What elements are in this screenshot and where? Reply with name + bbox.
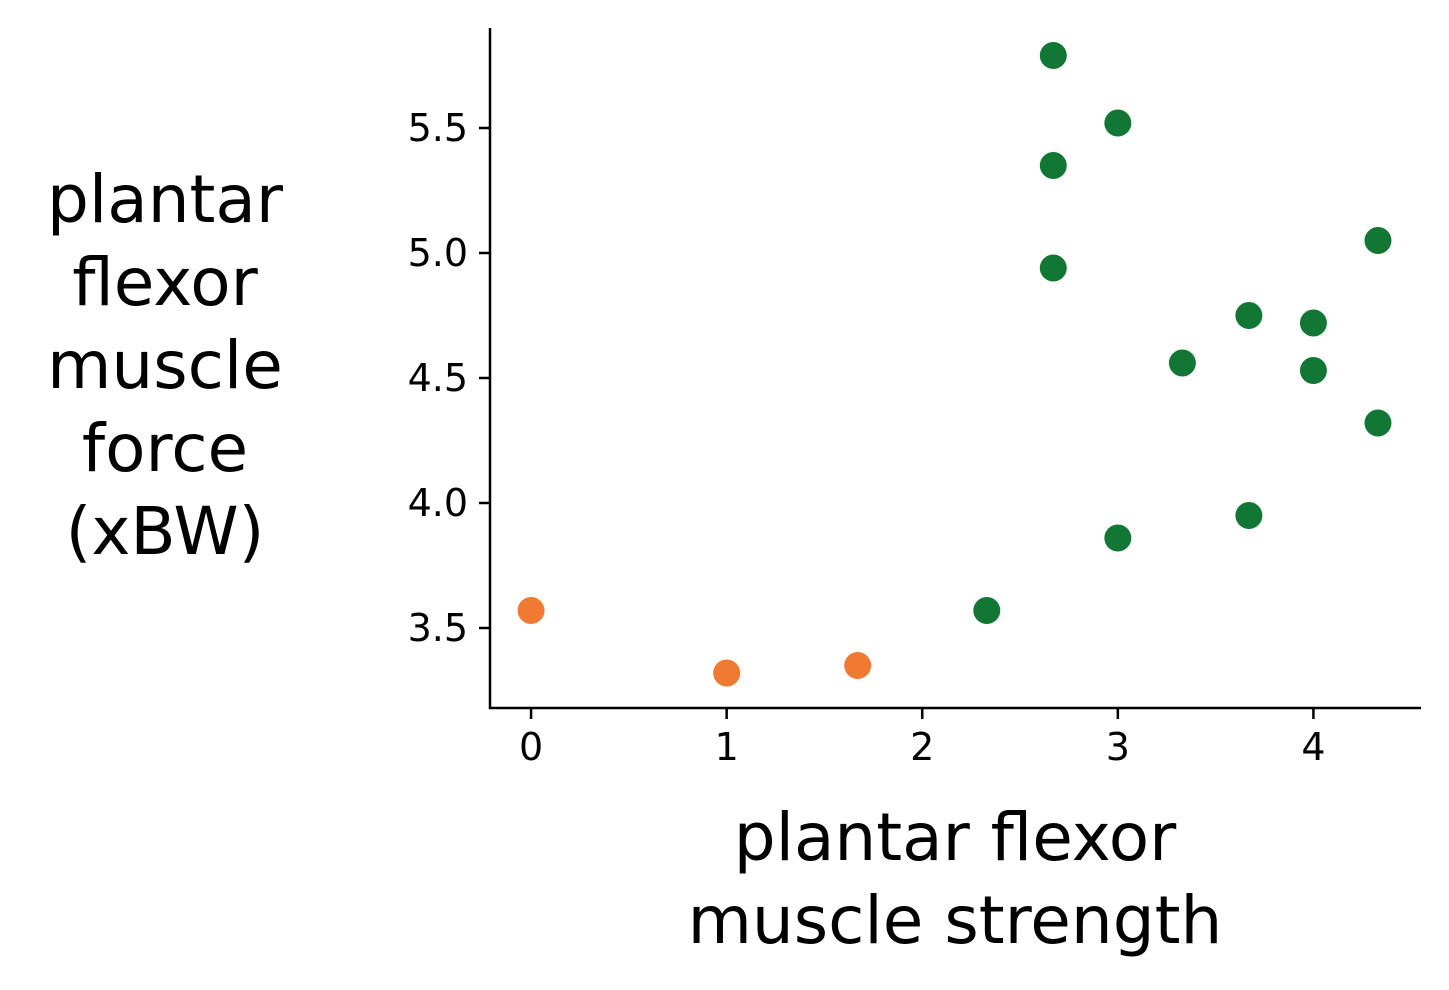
data-points xyxy=(517,42,1392,687)
y-axis-title-line: force xyxy=(82,410,248,487)
x-tick-label: 2 xyxy=(910,725,934,769)
y-axis-title-line: plantar xyxy=(47,161,284,238)
x-axis-title-line: plantar flexor xyxy=(734,799,1177,876)
data-point xyxy=(713,659,741,687)
y-axis-title-line: flexor xyxy=(72,244,258,321)
y-tick-label: 3.5 xyxy=(408,606,468,650)
ticks: 0 1 2 3 4 3.5 4.0 4.5 5.0 5.5 xyxy=(408,106,1326,769)
y-tick-label: 4.0 xyxy=(408,481,468,525)
x-tick-label: 0 xyxy=(519,725,543,769)
x-axis-title-line: muscle strength xyxy=(688,882,1223,959)
y-tick-label: 4.5 xyxy=(408,356,468,400)
y-tick-label: 5.0 xyxy=(408,231,468,275)
x-tick-label: 3 xyxy=(1106,725,1130,769)
data-point xyxy=(517,597,545,624)
data-point xyxy=(1299,357,1327,384)
data-point xyxy=(1299,309,1327,337)
data-point xyxy=(1039,254,1067,282)
y-tick-label: 5.5 xyxy=(408,106,468,150)
data-point xyxy=(1364,227,1392,254)
data-point xyxy=(1168,349,1196,377)
axes xyxy=(488,28,1421,710)
data-point xyxy=(1235,302,1263,329)
data-point xyxy=(973,597,1001,624)
data-point xyxy=(844,652,872,679)
data-point xyxy=(1039,42,1067,69)
y-axis-title-line: muscle xyxy=(47,327,283,404)
data-point xyxy=(1039,152,1067,179)
x-tick-label: 4 xyxy=(1301,725,1325,769)
x-tick-label: 1 xyxy=(715,725,739,769)
data-point xyxy=(1104,109,1132,137)
data-point xyxy=(1364,409,1392,437)
data-point xyxy=(1104,524,1132,552)
data-point xyxy=(1235,502,1263,529)
y-axis-title-line: (xBW) xyxy=(66,493,265,570)
